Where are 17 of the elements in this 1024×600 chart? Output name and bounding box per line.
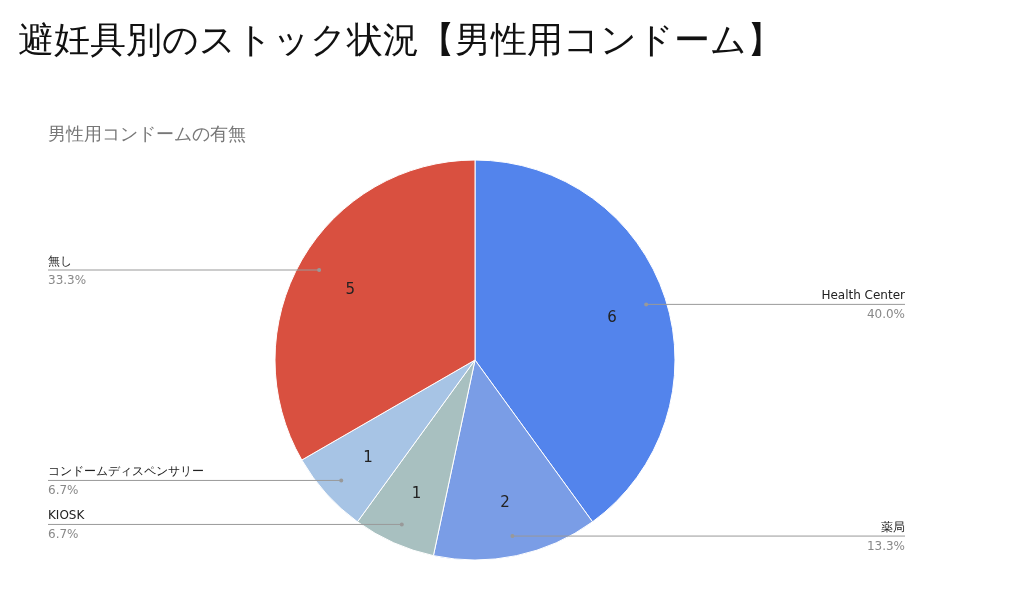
text: 6.7% xyxy=(48,527,79,542)
chart-subtitle: 男性用コンドームの有無 xyxy=(48,123,246,144)
text: 6.7% xyxy=(48,483,79,498)
slice-label: 無し xyxy=(48,254,72,268)
data-label: 2 xyxy=(500,492,510,511)
slice-label: Health Center xyxy=(821,288,906,303)
data-label: 1 xyxy=(411,483,422,502)
text: 13.3% xyxy=(866,539,905,554)
chart-title: 避妊具別のストック状況【男性用コンドーム】 xyxy=(18,19,783,60)
data-label: 5 xyxy=(345,280,356,298)
data-label: 1 xyxy=(363,448,373,467)
slice-label: 薬局 xyxy=(881,520,905,535)
slice-label: コンドームディスペンサリー xyxy=(48,464,204,479)
text: 40.0% xyxy=(866,307,905,322)
slice-label: KIOSK xyxy=(48,508,86,523)
data-label: 6 xyxy=(607,307,617,326)
text: 33.3% xyxy=(48,273,87,287)
